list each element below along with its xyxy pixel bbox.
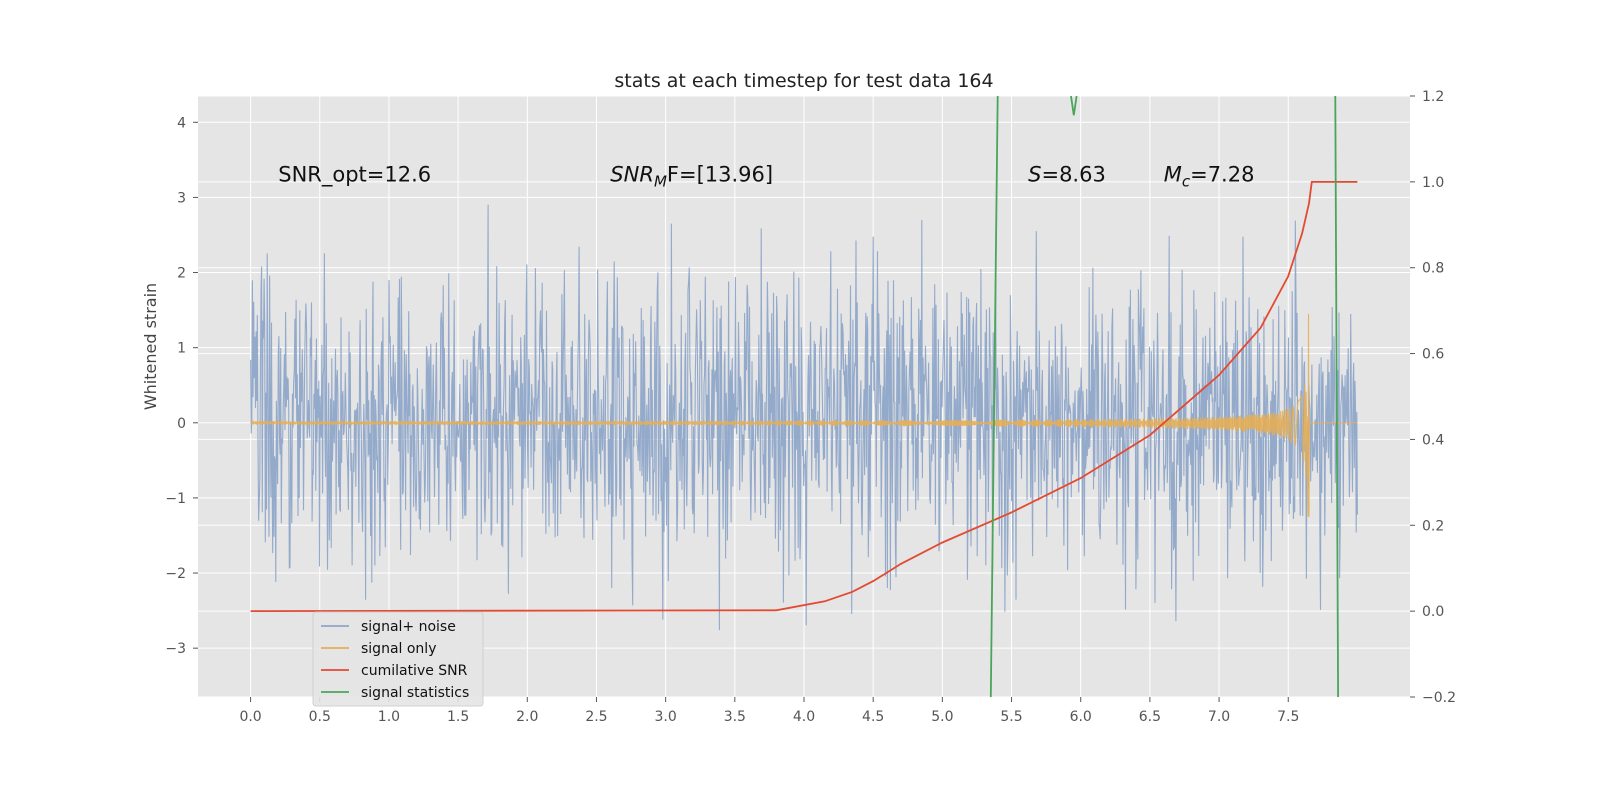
annotation-3: Mc=7.28 — [1164, 163, 1255, 191]
y-tick-label: −1 — [165, 491, 186, 507]
x-tick-label: 2.0 — [516, 709, 538, 725]
x-tick-label: 4.0 — [793, 709, 815, 725]
x-tick-label: 1.0 — [378, 709, 400, 725]
x-tick-label: 7.5 — [1277, 709, 1299, 725]
x-tick-label: 3.5 — [724, 709, 746, 725]
y-tick-label: −2 — [165, 566, 186, 582]
y-axis-label: Whitened strain — [141, 283, 160, 410]
x-tick-label: 2.5 — [585, 709, 607, 725]
signal-noise-line — [250, 204, 1358, 631]
data-layer — [250, 96, 1358, 697]
x-tick-label: 4.5 — [862, 709, 884, 725]
signal-only-line — [250, 313, 1358, 517]
y2-tick-label: 0.4 — [1422, 432, 1444, 448]
y-tick-label: 3 — [177, 190, 186, 206]
x-tick-label: 0.0 — [239, 709, 261, 725]
y2-tick-label: 0.8 — [1422, 261, 1444, 277]
legend: signal+ noise signal only cumilative SNR si… — [312, 611, 484, 707]
legend-label: cumilative SNR — [361, 663, 468, 679]
y2-tick-label: 0.6 — [1422, 347, 1444, 363]
signal-statistics-line — [1070, 96, 1078, 116]
annotation-2: S=8.63 — [1028, 163, 1106, 187]
y2-tick-label: −0.2 — [1422, 690, 1456, 706]
legend-box — [312, 611, 484, 707]
x-tick-label: 6.5 — [1139, 709, 1161, 725]
annotations: SNR_opt=12.6 SNRMF=[13.96] S=8.63 Mc=7.28 — [278, 163, 1254, 191]
cumulative-snr-line — [250, 181, 1358, 612]
x-tick-label: 6.0 — [1070, 709, 1092, 725]
legend-label: signal only — [361, 641, 436, 657]
chart-title: stats at each timestep for test data 164 — [614, 70, 993, 92]
annotation-1: SNRMF=[13.96] — [610, 163, 773, 191]
signal-statistics-line — [989, 96, 999, 697]
y2-tick-label: 0.2 — [1422, 518, 1444, 534]
axes: 0.0 0.5 1.0 1.5 2.0 2.5 3.0 3.5 4.0 4.5 5.0 5.5 6.0 6… — [165, 89, 1456, 725]
y2-tick-label: 0.0 — [1422, 604, 1444, 620]
y-tick-label: 1 — [177, 341, 186, 357]
y2-tick-label: 1.0 — [1422, 175, 1444, 191]
y2-tick-label: 1.2 — [1422, 89, 1444, 105]
y-tick-label: 2 — [177, 266, 186, 282]
x-tick-label: 1.5 — [447, 709, 469, 725]
y-tick-label: −3 — [165, 641, 186, 657]
legend-label: signal+ noise — [361, 619, 456, 635]
x-tick-label: 5.0 — [931, 709, 953, 725]
annotation-0: SNR_opt=12.6 — [278, 163, 431, 188]
y-tick-label: 0 — [177, 416, 186, 432]
legend-label: signal statistics — [361, 685, 469, 701]
y-tick-label: 4 — [177, 115, 186, 131]
x-tick-label: 3.0 — [655, 709, 677, 725]
x-tick-label: 7.0 — [1208, 709, 1230, 725]
signal-statistics-line — [1334, 96, 1339, 697]
x-tick-label: 0.5 — [309, 709, 331, 725]
x-tick-label: 5.5 — [1000, 709, 1022, 725]
